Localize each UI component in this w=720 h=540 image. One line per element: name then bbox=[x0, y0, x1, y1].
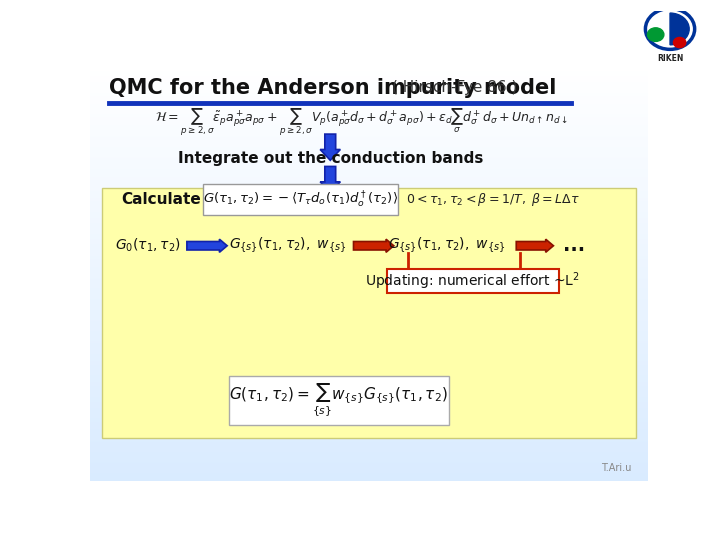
FancyArrow shape bbox=[187, 239, 228, 252]
Text: RIKEN: RIKEN bbox=[657, 53, 683, 63]
FancyArrow shape bbox=[320, 134, 341, 160]
Text: ( Hirsch-Fye 86 ): ( Hirsch-Fye 86 ) bbox=[392, 80, 518, 96]
Text: $G(\tau_1,\tau_2)=-\langle T_\tau d_o(\tau_1)d^\dagger_o(\tau_2)\rangle$: $G(\tau_1,\tau_2)=-\langle T_\tau d_o(\t… bbox=[203, 190, 398, 210]
Text: $G_{\{s\}}(\tau_1,\tau_2),\ w_{\{s\}}$: $G_{\{s\}}(\tau_1,\tau_2),\ w_{\{s\}}$ bbox=[229, 236, 346, 255]
Text: $G_0(\tau_1,\tau_2)$: $G_0(\tau_1,\tau_2)$ bbox=[115, 237, 181, 254]
Circle shape bbox=[673, 37, 685, 48]
Text: $G_{\{s\}}(\tau_1,\tau_2),\ w_{\{s\}}$: $G_{\{s\}}(\tau_1,\tau_2),\ w_{\{s\}}$ bbox=[387, 236, 505, 255]
Text: $G(\tau_1,\tau_2)=\sum_{\{s\}}w_{\{s\}}G_{\{s\}}(\tau_1,\tau_2)$: $G(\tau_1,\tau_2)=\sum_{\{s\}}w_{\{s\}}G… bbox=[229, 383, 449, 418]
FancyArrow shape bbox=[354, 239, 394, 252]
FancyArrow shape bbox=[516, 239, 554, 252]
Text: ...: ... bbox=[563, 237, 585, 255]
Text: QMC for the Anderson impurity model: QMC for the Anderson impurity model bbox=[109, 78, 557, 98]
FancyBboxPatch shape bbox=[229, 376, 449, 425]
Text: $0{<}\tau_1,\tau_2{<}\beta{=}1/T,\ \beta{=}L\Delta\tau$: $0{<}\tau_1,\tau_2{<}\beta{=}1/T,\ \beta… bbox=[406, 191, 580, 208]
FancyBboxPatch shape bbox=[387, 269, 559, 294]
FancyArrow shape bbox=[320, 166, 341, 193]
FancyBboxPatch shape bbox=[102, 188, 636, 438]
Text: $\mathcal{H}=\sum_{p\geq 2,\sigma}\tilde{\epsilon}_p a^+_{p\sigma}a_{p\sigma}+\s: $\mathcal{H}=\sum_{p\geq 2,\sigma}\tilde… bbox=[155, 107, 567, 138]
FancyBboxPatch shape bbox=[203, 184, 398, 215]
Wedge shape bbox=[670, 13, 689, 45]
Circle shape bbox=[647, 28, 664, 42]
Text: T.Ari.u: T.Ari.u bbox=[600, 463, 631, 473]
Text: Updating: numerical effort ~L$^2$: Updating: numerical effort ~L$^2$ bbox=[365, 271, 580, 292]
Text: Integrate out the conduction bands: Integrate out the conduction bands bbox=[178, 151, 483, 166]
Text: Calculate: Calculate bbox=[121, 192, 201, 207]
